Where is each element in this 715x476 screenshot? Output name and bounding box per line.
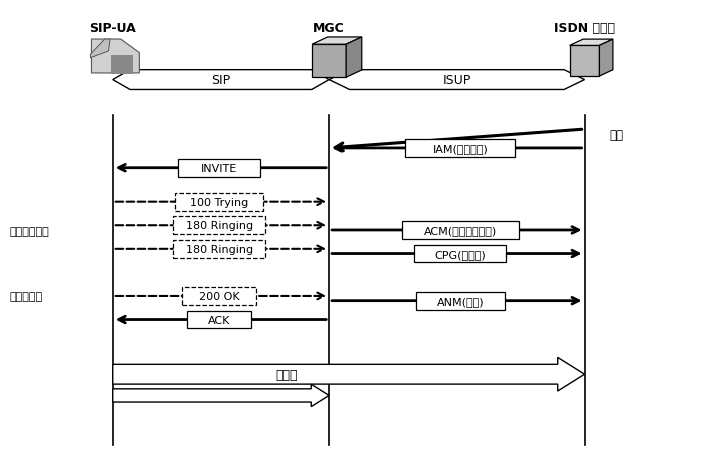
Polygon shape	[113, 70, 329, 90]
Polygon shape	[113, 357, 585, 391]
Text: ACM(アドレス完了): ACM(アドレス完了)	[424, 226, 497, 236]
Bar	[175, 193, 264, 211]
Text: 通話中: 通話中	[275, 368, 298, 381]
Bar	[111, 62, 119, 69]
Bar	[111, 69, 119, 75]
Polygon shape	[570, 46, 599, 77]
Text: 発呼: 発呼	[609, 129, 623, 142]
Polygon shape	[599, 40, 613, 77]
Text: オフフック: オフフック	[10, 291, 43, 301]
Polygon shape	[346, 38, 362, 78]
Text: 呼び出し開始: 呼び出し開始	[10, 227, 49, 237]
Text: IAM(アドレス): IAM(アドレス)	[433, 144, 488, 154]
Text: ANM(応答): ANM(応答)	[437, 296, 484, 306]
Bar	[416, 292, 505, 310]
Bar	[187, 311, 251, 329]
Polygon shape	[90, 40, 110, 59]
Text: 180 Ringing: 180 Ringing	[186, 244, 252, 254]
Bar	[125, 69, 134, 75]
Bar	[414, 245, 506, 263]
Polygon shape	[329, 70, 585, 90]
Text: ISUP: ISUP	[443, 74, 471, 87]
Text: SIP-UA: SIP-UA	[89, 22, 136, 35]
Polygon shape	[312, 38, 362, 45]
Polygon shape	[92, 40, 139, 74]
Text: ACK: ACK	[208, 315, 230, 325]
Bar	[111, 56, 119, 62]
Bar	[125, 62, 134, 69]
Text: 100 Trying: 100 Trying	[190, 197, 248, 207]
Text: CPG(呼経過): CPG(呼経過)	[435, 249, 486, 259]
Bar	[402, 221, 519, 239]
Bar	[405, 139, 516, 158]
Bar	[173, 240, 265, 258]
Text: 180 Ringing: 180 Ringing	[186, 221, 252, 231]
Bar	[178, 159, 260, 178]
Bar	[182, 288, 257, 305]
Text: 200 OK: 200 OK	[199, 291, 240, 301]
Bar	[118, 69, 127, 75]
Polygon shape	[312, 45, 346, 78]
Text: INVITE: INVITE	[201, 163, 237, 173]
Text: SIP: SIP	[212, 74, 230, 87]
Text: MGC: MGC	[313, 22, 345, 35]
Polygon shape	[113, 385, 329, 407]
Text: ISDN 交換機: ISDN 交換機	[554, 22, 615, 35]
Bar	[125, 56, 134, 62]
Bar	[173, 217, 265, 235]
Bar	[118, 56, 127, 62]
Bar	[118, 62, 127, 69]
Polygon shape	[570, 40, 613, 46]
